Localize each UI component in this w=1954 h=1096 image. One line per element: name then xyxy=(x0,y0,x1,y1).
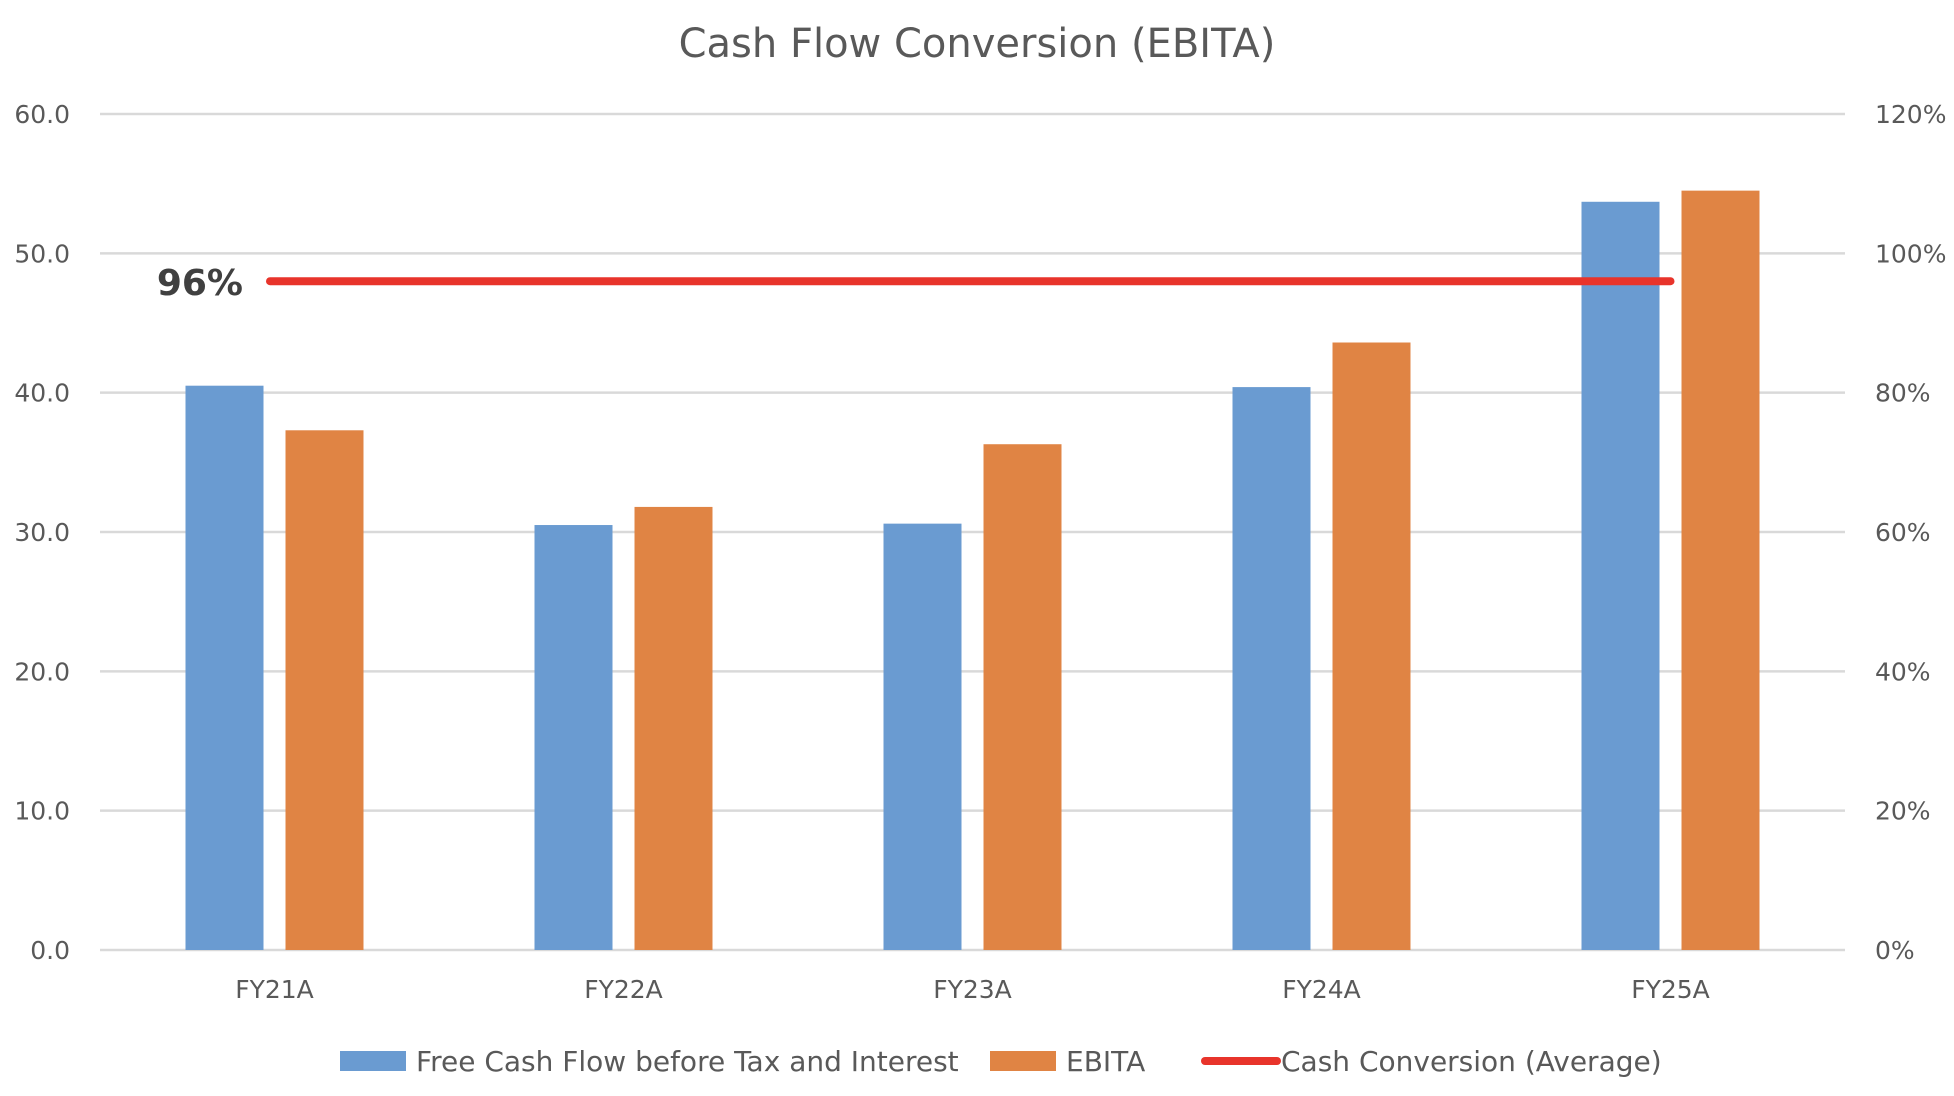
legend-fcf-label: Free Cash Flow before Tax and Interest xyxy=(416,1045,959,1078)
legend-ebita-label: EBITA xyxy=(1066,1045,1145,1078)
left-tick-label: 20.0 xyxy=(14,657,70,686)
right-tick-label: 80% xyxy=(1875,379,1931,408)
left-tick-label: 60.0 xyxy=(14,100,70,129)
right-tick-label: 120% xyxy=(1875,100,1946,129)
category-label: FY22A xyxy=(584,975,663,1004)
bar-fcf-fy24a xyxy=(1232,387,1311,950)
chart-title: Cash Flow Conversion (EBITA) xyxy=(679,21,1276,67)
bar-fcf-fy21a xyxy=(185,385,264,950)
legend-fcf-swatch xyxy=(340,1051,406,1071)
bars xyxy=(185,190,1760,951)
category-label: FY21A xyxy=(235,975,314,1004)
bar-fcf-fy22a xyxy=(534,525,613,950)
bar-ebita-fy23a xyxy=(983,444,1062,950)
right-axis-ticks: 0% 20% 40% 60% 80% 100% 120% xyxy=(1875,100,1946,965)
bar-ebita-fy24a xyxy=(1332,342,1411,950)
category-label: FY25A xyxy=(1631,975,1710,1004)
category-label: FY23A xyxy=(933,975,1012,1004)
gridlines xyxy=(100,112,1845,952)
category-labels: FY21A FY22A FY23A FY24A FY25A xyxy=(235,975,1710,1004)
average-annotation: 96% xyxy=(157,263,243,304)
bar-ebita-fy22a xyxy=(634,506,713,950)
right-tick-label: 0% xyxy=(1875,936,1915,965)
category-label: FY24A xyxy=(1282,975,1361,1004)
average-line-group: 96% xyxy=(157,263,1675,304)
left-tick-label: 30.0 xyxy=(14,518,70,547)
right-tick-label: 20% xyxy=(1875,797,1931,826)
right-tick-label: 100% xyxy=(1875,239,1946,268)
right-tick-label: 60% xyxy=(1875,518,1931,547)
legend-cash-conversion-label: Cash Conversion (Average) xyxy=(1281,1045,1662,1078)
bar-fcf-fy23a xyxy=(883,523,962,950)
left-tick-label: 0.0 xyxy=(30,936,70,965)
bar-ebita-fy21a xyxy=(285,430,364,951)
right-tick-label: 40% xyxy=(1875,657,1931,686)
left-tick-label: 10.0 xyxy=(14,797,70,826)
legend-ebita-swatch xyxy=(990,1051,1056,1071)
left-tick-label: 40.0 xyxy=(14,379,70,408)
bar-fcf-fy25a xyxy=(1581,201,1660,950)
left-axis-ticks: 0.0 10.0 20.0 30.0 40.0 50.0 60.0 xyxy=(14,100,70,965)
left-tick-label: 50.0 xyxy=(14,239,70,268)
bar-ebita-fy25a xyxy=(1681,190,1760,951)
legend: Free Cash Flow before Tax and Interest EB… xyxy=(340,1045,1662,1078)
